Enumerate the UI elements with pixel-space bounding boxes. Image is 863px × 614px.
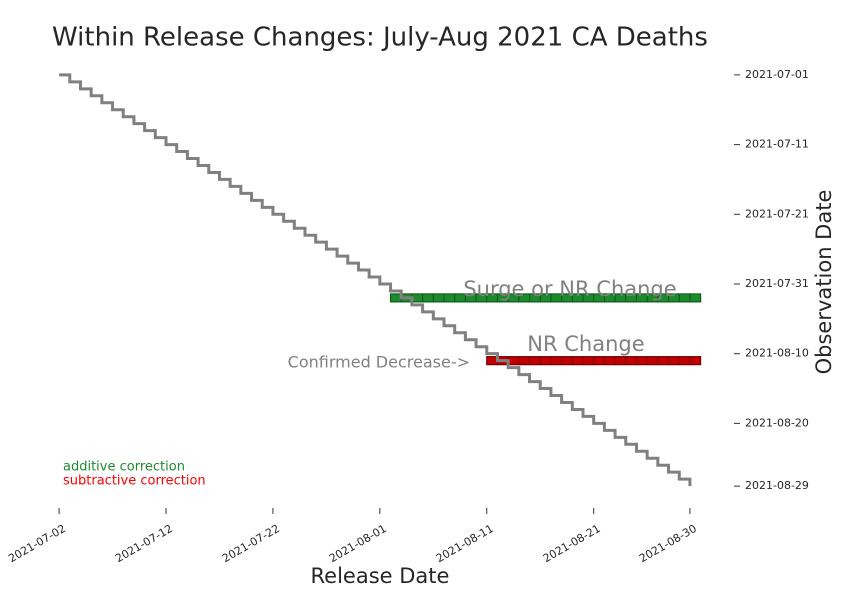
y-tick-label: 2021-08-29 (745, 479, 809, 492)
legend-label: subtractive correction (63, 474, 206, 489)
y-axis-label: Observation Date (812, 190, 836, 375)
correction-marker (689, 293, 702, 303)
y-tick-label: 2021-08-10 (745, 347, 809, 360)
annotation: Confirmed Decrease-> (288, 353, 470, 372)
x-tick-label: 2021-08-21 (541, 522, 603, 565)
correction-marker (689, 356, 702, 366)
y-tick-label: 2021-07-11 (745, 138, 809, 151)
x-tick-label: 2021-08-01 (327, 522, 389, 565)
y-tick-label: 2021-07-21 (745, 207, 809, 220)
x-tick-label: 2021-08-11 (434, 522, 496, 565)
x-tick-label: 2021-07-12 (113, 522, 175, 565)
x-tick-label: 2021-08-30 (637, 522, 699, 565)
y-tick-label: 2021-07-31 (745, 277, 809, 290)
y-tick-label: 2021-08-20 (745, 416, 809, 429)
x-axis-label: Release Date (311, 564, 450, 588)
chart-title: Within Release Changes: July-Aug 2021 CA… (52, 23, 708, 53)
annotation: NR Change (527, 332, 644, 356)
legend-label: additive correction (63, 460, 185, 475)
x-tick-label: 2021-07-02 (6, 522, 68, 565)
y-tick-label: 2021-07-01 (745, 68, 809, 81)
annotation: Surge or NR Change (463, 277, 676, 301)
x-tick-label: 2021-07-22 (220, 522, 282, 565)
step-line (59, 73, 692, 487)
